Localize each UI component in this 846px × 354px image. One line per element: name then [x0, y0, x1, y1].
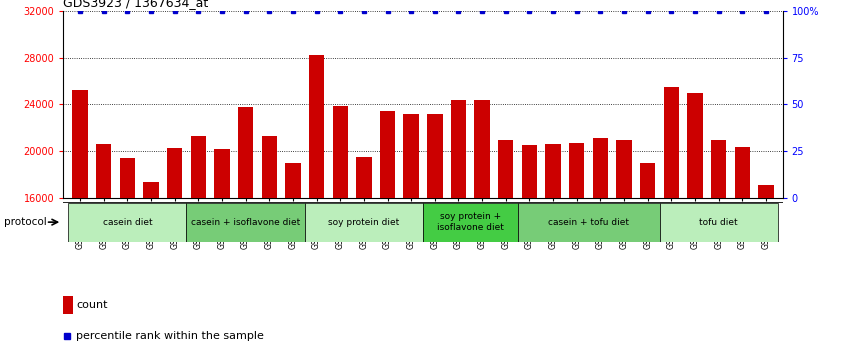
- Bar: [332, 105, 348, 198]
- Bar: [261, 136, 277, 198]
- FancyBboxPatch shape: [69, 203, 186, 242]
- Bar: [640, 163, 656, 198]
- FancyBboxPatch shape: [305, 203, 423, 242]
- Bar: [167, 148, 183, 198]
- Bar: [143, 182, 159, 198]
- Bar: [711, 139, 727, 198]
- Bar: [96, 144, 112, 198]
- Bar: [427, 114, 442, 198]
- Bar: [687, 93, 703, 198]
- Bar: [72, 90, 88, 198]
- Bar: [546, 144, 561, 198]
- Bar: [380, 112, 395, 198]
- Bar: [522, 145, 537, 198]
- Text: casein + isoflavone diet: casein + isoflavone diet: [191, 218, 300, 227]
- Bar: [451, 100, 466, 198]
- Text: percentile rank within the sample: percentile rank within the sample: [76, 331, 264, 342]
- Bar: [309, 55, 324, 198]
- FancyBboxPatch shape: [518, 203, 660, 242]
- Text: tofu diet: tofu diet: [700, 218, 738, 227]
- Bar: [404, 114, 419, 198]
- Bar: [663, 87, 679, 198]
- Bar: [119, 158, 135, 198]
- FancyBboxPatch shape: [423, 203, 518, 242]
- FancyBboxPatch shape: [660, 203, 777, 242]
- Text: soy protein diet: soy protein diet: [328, 218, 399, 227]
- Bar: [285, 163, 300, 198]
- Bar: [498, 139, 514, 198]
- Bar: [190, 136, 206, 198]
- Bar: [475, 100, 490, 198]
- Text: soy protein +
isoflavone diet: soy protein + isoflavone diet: [437, 212, 503, 232]
- Text: GDS3923 / 1367634_at: GDS3923 / 1367634_at: [63, 0, 209, 10]
- Bar: [734, 147, 750, 198]
- Bar: [238, 107, 253, 198]
- Bar: [214, 149, 229, 198]
- Bar: [758, 185, 774, 198]
- Text: count: count: [76, 299, 107, 310]
- Bar: [617, 139, 632, 198]
- Text: protocol: protocol: [4, 217, 47, 227]
- Text: casein diet: casein diet: [102, 218, 152, 227]
- Bar: [593, 138, 608, 198]
- Bar: [356, 157, 371, 198]
- Bar: [63, 296, 73, 314]
- FancyBboxPatch shape: [186, 203, 305, 242]
- Bar: [569, 143, 585, 198]
- Text: casein + tofu diet: casein + tofu diet: [548, 218, 629, 227]
